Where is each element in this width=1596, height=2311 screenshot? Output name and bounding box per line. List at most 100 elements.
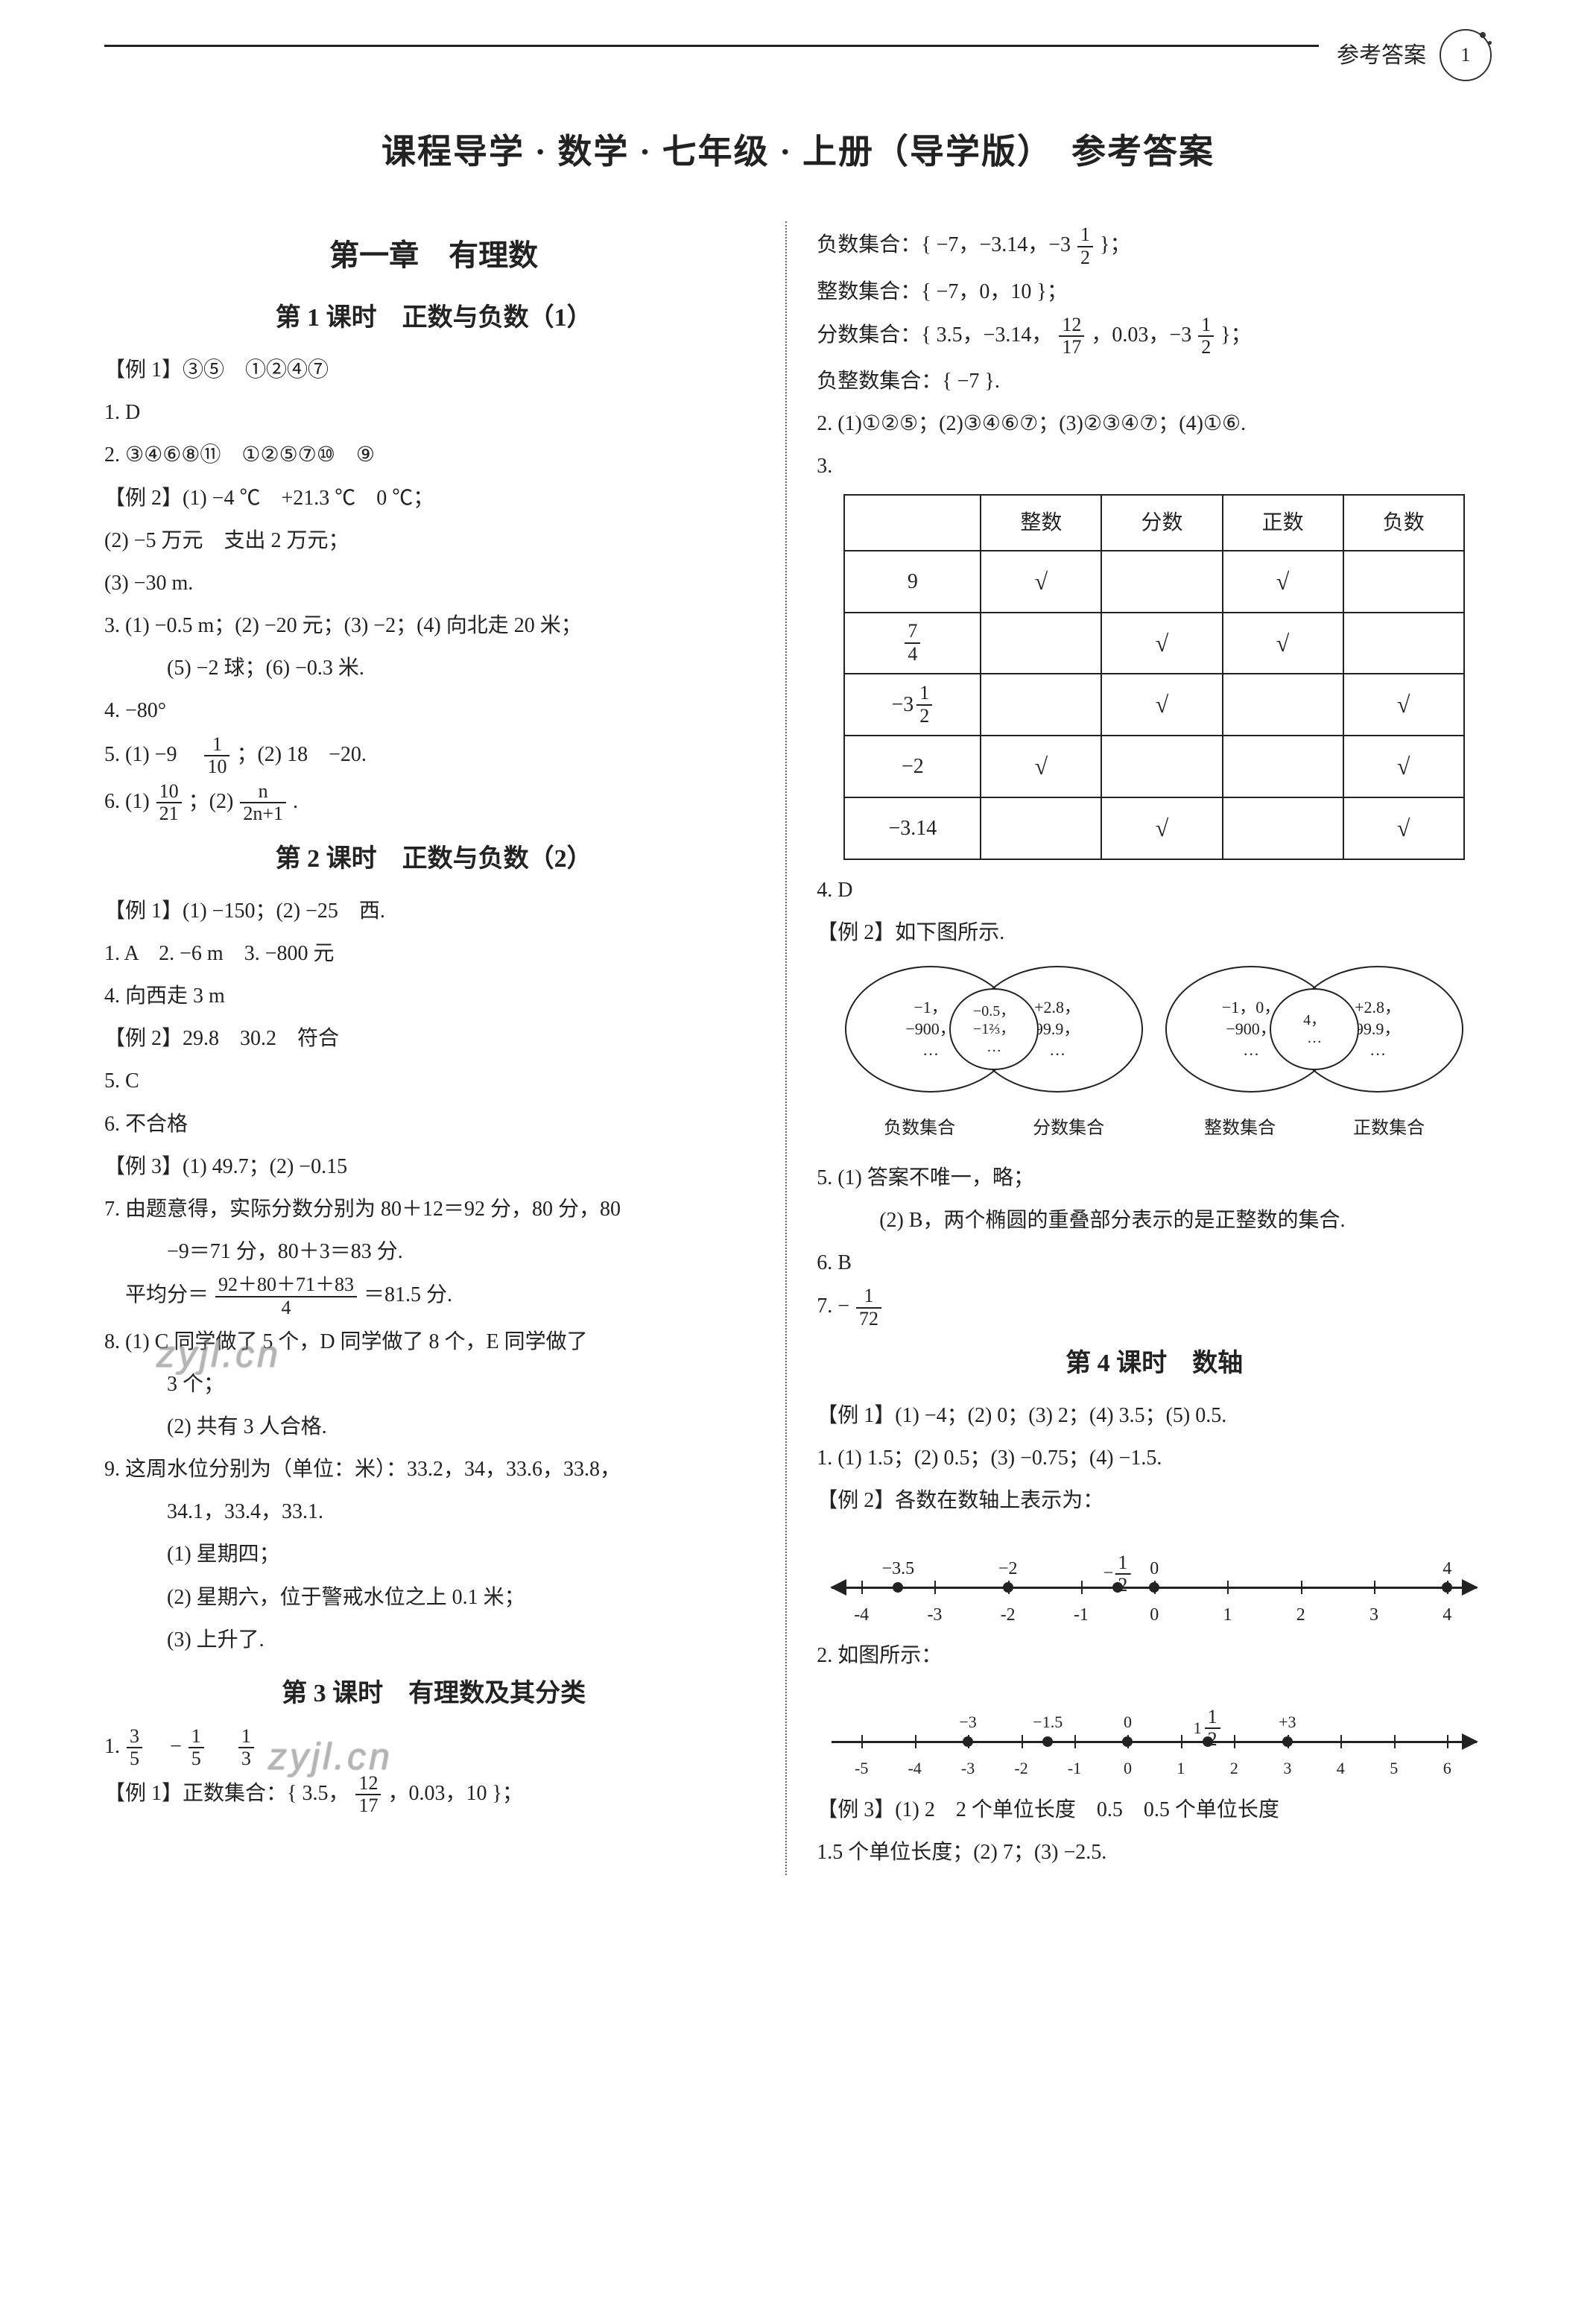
number-line-point	[1282, 1736, 1293, 1747]
tick-label: -4	[908, 1753, 921, 1784]
fraction: 15	[189, 1726, 204, 1770]
check-icon: √	[1035, 753, 1048, 780]
text-line: 6. 不合格	[104, 1104, 763, 1144]
row-label: −2	[844, 736, 981, 797]
label: 负数集合	[884, 1112, 955, 1146]
text-line: (2) −5 万元 支出 2 万元；	[104, 521, 763, 560]
cell	[1343, 613, 1464, 674]
tick-label: 4	[1443, 1599, 1451, 1633]
number-line-1: -4-3-2-101234−3.5−2−1204	[832, 1534, 1477, 1631]
text-line: (2) 共有 3 人合格.	[104, 1407, 763, 1447]
tick-label: -1	[1068, 1753, 1081, 1784]
tick-label: 2	[1296, 1599, 1305, 1633]
top-label: −3.5	[882, 1552, 915, 1587]
classification-table: 整数 分数 正数 负数 9√√74√√−312√√−2√√−3.14√√	[843, 494, 1464, 860]
row-label: −3.14	[844, 797, 981, 859]
tick-label: 3	[1283, 1753, 1291, 1784]
th: 分数	[1101, 495, 1222, 551]
text-line: 5. C	[104, 1061, 763, 1101]
tick-label: -3	[927, 1599, 942, 1633]
text-line: (3) −30 m.	[104, 563, 763, 603]
t: ，0.03，−3	[1091, 323, 1191, 347]
fraction: 13	[238, 1726, 254, 1770]
tick-label: 1	[1223, 1599, 1232, 1633]
cell	[981, 613, 1101, 674]
text-line: 9. 这周水位分别为（单位：米）：33.2，34，33.6，33.8，	[104, 1449, 763, 1489]
frac-set: 分数集合：{ 3.5，−3.14， 1217 ，0.03，−3 12 }；	[817, 314, 1492, 358]
cell: √	[981, 736, 1101, 797]
lesson-4-heading: 第 4 课时 数轴	[817, 1340, 1492, 1388]
venn-mid: −0.5， −1⅔， …	[949, 988, 1039, 1070]
number-line-point	[1122, 1736, 1133, 1747]
top-label: 4	[1443, 1552, 1451, 1587]
negint-set: 负整数集合：{ −7 }.	[817, 361, 1492, 401]
t: 分数集合：{ 3.5，−3.14，	[817, 323, 1052, 347]
t: ，0.03，10 }；	[387, 1782, 522, 1805]
tick-label: -2	[1001, 1599, 1016, 1633]
chapter-heading: 第一章 有理数	[104, 227, 763, 284]
check-icon: √	[1276, 568, 1290, 595]
tick-label: 4	[1337, 1753, 1345, 1784]
table-row: −2√√	[844, 736, 1463, 797]
section-label: 参考答案	[1337, 34, 1426, 77]
neg-set: 负数集合：{ −7，−3.14，−3 12 }；	[817, 224, 1492, 268]
right-column: 负数集合：{ −7，−3.14，−3 12 }； 整数集合：{ −7，0，10 …	[809, 221, 1492, 1875]
check-icon: √	[1156, 691, 1169, 718]
tick-label: -3	[961, 1753, 975, 1784]
text-line: 【例 3】(1) 49.7；(2) −0.15	[104, 1147, 763, 1186]
check-icon: √	[1276, 630, 1290, 657]
text-line: 【例 3】(1) 2 2 个单位长度 0.5 0.5 个单位长度	[817, 1790, 1492, 1830]
text-line: 【例 2】各数在数轴上表示为：	[817, 1481, 1492, 1520]
text-line: 【例 2】如下图所示.	[817, 913, 1492, 952]
q1-line: 1. 35 − 15 13 zyjl.cn	[104, 1726, 763, 1770]
row-label: 74	[844, 613, 981, 674]
row-label: −312	[844, 674, 981, 736]
q2: 2. (1)①②⑤；(2)③④⑥⑦；(3)②③④⑦；(4)①⑥.	[817, 404, 1492, 443]
text-line: 1. (1) 1.5；(2) 0.5；(3) −0.75；(4) −1.5.	[817, 1438, 1492, 1478]
text-line: 【例 2】29.8 30.2 符合	[104, 1019, 763, 1058]
tick-label: -1	[1074, 1599, 1089, 1633]
t	[211, 1735, 232, 1758]
label: 正数集合	[1353, 1112, 1425, 1146]
table-row: −3.14 √ √	[844, 797, 1463, 859]
watermark: zyjl.cn	[156, 1319, 281, 1390]
text-line: 34.1，33.4，33.1.	[104, 1492, 763, 1531]
check-icon: √	[1035, 568, 1048, 595]
fraction: 35	[127, 1726, 142, 1770]
venn-mid: 4， …	[1270, 988, 1359, 1070]
text-line: 2. 如图所示：	[817, 1636, 1492, 1675]
fraction: 1217	[1059, 314, 1084, 358]
ex1-line: 【例 1】正数集合：{ 3.5， 1217 ，0.03，10 }；	[104, 1773, 763, 1817]
text-line: 7. 由题意得，实际分数分别为 80＋12＝92 分，80 分，80	[104, 1189, 763, 1229]
venn-labels: 负数集合 分数集合	[845, 1112, 1143, 1146]
text-line: (2) 星期六，位于警戒水位之上 0.1 米；	[104, 1578, 763, 1617]
number-line-point	[1042, 1736, 1053, 1747]
cell: √	[1101, 797, 1222, 859]
text-line: (1) 星期四；	[104, 1534, 763, 1574]
top-label: −2	[998, 1552, 1018, 1587]
t: 1.	[104, 1735, 125, 1758]
cell	[1343, 551, 1464, 613]
t: 5. (1) −9	[104, 743, 197, 766]
t: ＝81.5 分.	[364, 1283, 452, 1306]
top-label: −12	[1103, 1552, 1133, 1596]
check-icon: √	[1397, 691, 1410, 718]
text-line: (2) B，两个椭圆的重叠部分表示的是正整数的集合.	[817, 1201, 1492, 1240]
t: 7. −	[817, 1294, 849, 1318]
check-icon: √	[1397, 815, 1410, 841]
label: 分数集合	[1033, 1112, 1104, 1146]
tick-label: -5	[855, 1753, 868, 1784]
text-line: 3. (1) −0.5 m；(2) −20 元；(3) −2；(4) 向北走 2…	[104, 606, 763, 645]
top-label: 0	[1150, 1552, 1159, 1587]
top-label: −1.5	[1033, 1707, 1063, 1738]
text-line: (5) −2 球；(6) −0.3 米.	[104, 648, 763, 688]
t: ；(2) 18 −20.	[236, 743, 366, 766]
text-line: 1. D	[104, 393, 763, 432]
int-set: 整数集合：{ −7，0，10 }；	[817, 272, 1492, 312]
lesson-1-heading: 第 1 课时 正数与负数（1）	[104, 294, 763, 343]
text-line: 8. (1) C 同学做了 5 个，D 同学做了 8 个，E 同学做了 zyjl…	[104, 1322, 763, 1362]
t: 平均分＝	[104, 1283, 209, 1306]
fraction: 12	[1198, 314, 1214, 358]
cell	[1223, 797, 1343, 859]
avg-line: 平均分＝ 92＋80＋71＋83 4 ＝81.5 分.	[104, 1274, 763, 1318]
